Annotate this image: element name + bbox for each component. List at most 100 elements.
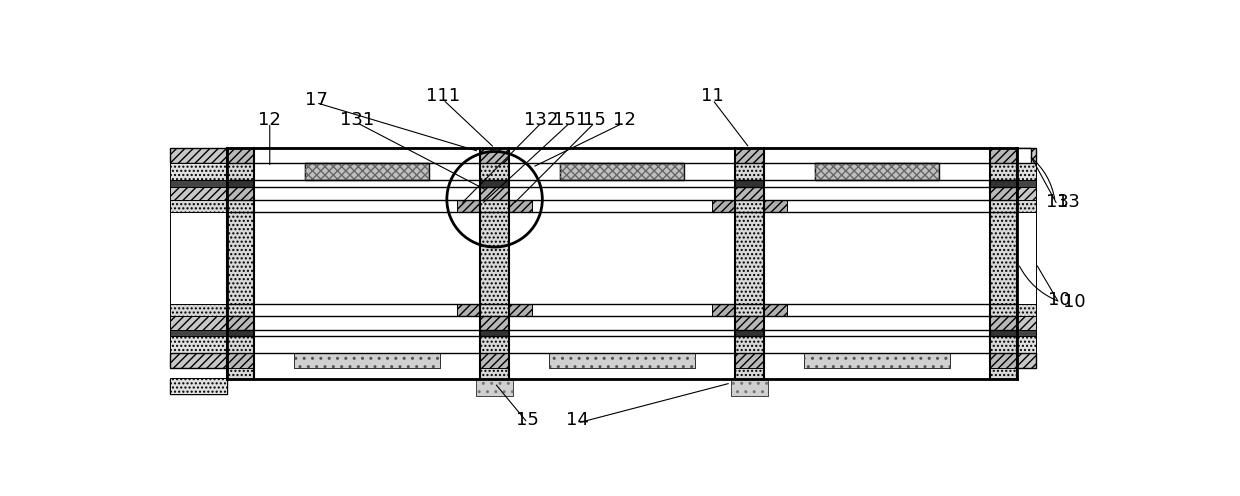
Bar <box>170 148 227 164</box>
Bar <box>1017 181 1035 186</box>
Bar <box>764 305 787 316</box>
Text: 131: 131 <box>340 111 374 128</box>
Bar <box>712 200 735 212</box>
Bar <box>480 181 510 186</box>
Bar <box>990 148 1017 379</box>
Bar <box>254 200 480 212</box>
Bar <box>712 305 735 316</box>
Text: 151: 151 <box>553 111 588 128</box>
Bar <box>764 212 990 305</box>
Bar <box>1017 200 1035 212</box>
Bar <box>735 148 764 379</box>
Bar <box>294 353 440 369</box>
Bar <box>170 212 227 305</box>
Bar <box>254 305 480 316</box>
Bar <box>227 148 254 379</box>
Bar <box>764 200 787 212</box>
Bar <box>254 212 480 305</box>
Bar <box>227 181 1017 186</box>
Bar <box>170 336 227 353</box>
Bar <box>1017 164 1035 181</box>
Bar <box>735 316 764 330</box>
Bar <box>170 181 227 186</box>
Bar <box>227 305 1017 316</box>
Bar <box>294 353 440 369</box>
Bar <box>305 164 429 181</box>
Bar <box>732 379 768 396</box>
Bar <box>480 353 510 369</box>
Bar <box>1017 305 1035 316</box>
Bar <box>305 164 429 181</box>
Bar <box>254 148 480 212</box>
Bar <box>170 200 227 212</box>
Bar <box>990 181 1017 186</box>
Bar <box>1017 336 1035 353</box>
Bar <box>990 148 1017 164</box>
Bar <box>170 377 227 394</box>
Bar <box>227 353 1017 369</box>
Bar <box>254 305 480 379</box>
Bar <box>480 186 510 200</box>
Bar <box>732 379 768 396</box>
Bar <box>476 379 513 396</box>
Bar <box>1017 148 1030 164</box>
Bar <box>170 330 227 336</box>
Bar <box>227 353 254 369</box>
Bar <box>815 164 939 181</box>
Bar <box>480 148 510 379</box>
Text: 15: 15 <box>583 111 606 128</box>
Bar <box>764 200 990 212</box>
Bar <box>170 316 227 330</box>
Bar <box>227 148 1017 164</box>
Bar <box>1017 353 1035 369</box>
Bar <box>735 353 764 369</box>
Bar <box>764 148 990 212</box>
Bar <box>1017 316 1035 330</box>
Bar <box>764 305 990 316</box>
Bar <box>990 186 1017 200</box>
Bar <box>990 316 1017 330</box>
Bar <box>1017 212 1035 305</box>
Bar <box>735 148 764 164</box>
Text: 17: 17 <box>305 91 327 109</box>
Bar <box>227 336 1017 353</box>
Bar <box>170 186 227 200</box>
Bar <box>480 148 510 164</box>
Bar <box>560 164 684 181</box>
Text: 14: 14 <box>567 411 589 429</box>
Text: 13: 13 <box>1058 193 1080 211</box>
Bar <box>227 181 254 186</box>
Text: 11: 11 <box>701 87 724 106</box>
Bar <box>456 200 480 212</box>
Text: 12: 12 <box>258 111 281 128</box>
Bar <box>549 353 696 369</box>
Bar <box>170 305 227 316</box>
Bar <box>1017 148 1035 164</box>
Bar <box>510 305 735 316</box>
Bar <box>227 186 254 200</box>
Bar <box>170 164 227 181</box>
Bar <box>510 212 735 305</box>
Text: 12: 12 <box>613 111 635 128</box>
Bar <box>1017 186 1035 200</box>
Bar <box>549 353 696 369</box>
Bar <box>735 330 764 336</box>
Bar <box>227 330 1017 336</box>
Bar <box>990 330 1017 336</box>
Bar <box>804 353 950 369</box>
Bar <box>227 316 254 330</box>
Bar <box>227 200 1017 212</box>
Bar <box>815 164 939 181</box>
Text: 10: 10 <box>1063 293 1085 311</box>
Bar <box>227 330 254 336</box>
Bar <box>170 379 227 394</box>
Bar <box>560 164 684 181</box>
Bar <box>480 316 510 330</box>
Bar <box>510 200 735 212</box>
Bar <box>1017 330 1035 336</box>
Text: 10: 10 <box>1048 291 1070 309</box>
Bar <box>510 148 735 212</box>
Bar <box>510 305 532 316</box>
Bar <box>735 186 764 200</box>
Bar <box>227 164 1017 181</box>
